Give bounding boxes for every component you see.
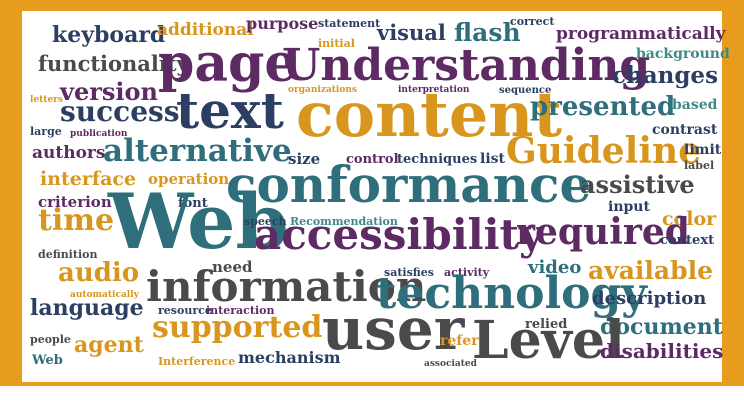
word-conformance: conformance	[226, 155, 592, 214]
word-satisfies: satisfies	[384, 266, 434, 279]
word-available: available	[588, 256, 713, 285]
word-operation: operation	[148, 170, 230, 188]
word-required: required	[516, 211, 690, 253]
word-letters: letters	[30, 95, 63, 105]
word-interface: interface	[40, 168, 137, 190]
word-label: label	[684, 159, 715, 172]
word-interaction: interaction	[206, 304, 275, 317]
word-technology: technology	[376, 268, 647, 319]
word-user: user	[322, 295, 465, 363]
word-authors: authors	[32, 143, 106, 163]
word-statement: statement	[318, 17, 381, 30]
word-speech: speech	[244, 215, 287, 228]
word-sequence: sequence	[499, 85, 552, 96]
word-interference: Interference	[158, 355, 236, 368]
word-programmatically: programmatically	[556, 24, 726, 44]
word-flash: flash	[454, 18, 521, 47]
word-associated: associated	[424, 359, 477, 369]
word-size: size	[288, 150, 321, 168]
word-refer: refer	[440, 333, 479, 349]
word-context: context	[660, 233, 715, 248]
word-functionality: functionality	[38, 51, 189, 76]
word-web-small: Web	[32, 353, 63, 368]
word-keyboard: keyboard	[52, 22, 166, 48]
word-language: language	[30, 295, 144, 321]
word-color: color	[662, 208, 717, 230]
word-version: version	[60, 77, 158, 106]
word-activity: activity	[444, 266, 490, 279]
word-additional: additional	[157, 20, 254, 40]
word-background: background	[636, 46, 730, 62]
word-information: information	[146, 262, 427, 311]
word-relied: relied	[525, 317, 568, 332]
word-people: people	[30, 333, 71, 346]
word-video: video	[528, 257, 582, 278]
word-level: Level	[472, 310, 625, 371]
word-time: time	[38, 203, 115, 238]
word-contrast: contrast	[652, 122, 718, 138]
word-visual: visual	[377, 20, 446, 45]
word-recommendation: Recommendation	[290, 215, 398, 228]
word-disabilities: disabilities	[600, 339, 724, 363]
word-interpretation: interpretation	[398, 85, 470, 95]
word-purpose: purpose	[246, 14, 319, 33]
word-organizations: organizations	[288, 85, 357, 95]
word-understanding: Understanding	[282, 40, 651, 91]
word-guideline: Guideline	[506, 130, 702, 172]
word-criterion: criterion	[38, 193, 112, 211]
word-page: page	[158, 33, 298, 94]
word-based: based	[672, 97, 718, 113]
word-web: Web	[108, 177, 289, 266]
word-techniques: techniques	[397, 152, 478, 167]
word-changes: changes	[612, 62, 719, 89]
word-assistive: assistive	[580, 170, 695, 199]
word-resource: resource	[158, 304, 212, 317]
bottom-edge	[0, 386, 744, 402]
word-text: text	[176, 81, 284, 140]
word-presented: presented	[530, 92, 676, 122]
word-automatically: automatically	[70, 290, 139, 300]
cloud-panel	[22, 11, 722, 382]
word-audio: audio	[58, 258, 140, 288]
word-publication: publication	[70, 129, 128, 139]
word-supported: supported	[152, 310, 323, 345]
word-mechanism: mechanism	[238, 348, 341, 367]
word-description: description	[592, 288, 707, 309]
word-control: control	[346, 152, 399, 167]
word-definition: definition	[38, 248, 98, 261]
word-agent: agent	[74, 332, 144, 358]
word-content: content	[296, 78, 562, 151]
word-list: list	[480, 151, 505, 167]
word-limit: limit	[684, 142, 722, 158]
word-success: success	[60, 95, 180, 128]
word-initial: initial	[318, 37, 355, 50]
word-alternative: alternative	[103, 133, 292, 169]
word-input: input	[608, 199, 650, 215]
word-large: large	[30, 125, 62, 138]
word-accessibility: accessibility	[254, 210, 544, 259]
word-correct: correct	[510, 15, 555, 28]
word-need: need	[212, 258, 253, 276]
word-document: document	[600, 314, 723, 340]
word-font: font	[178, 196, 208, 211]
